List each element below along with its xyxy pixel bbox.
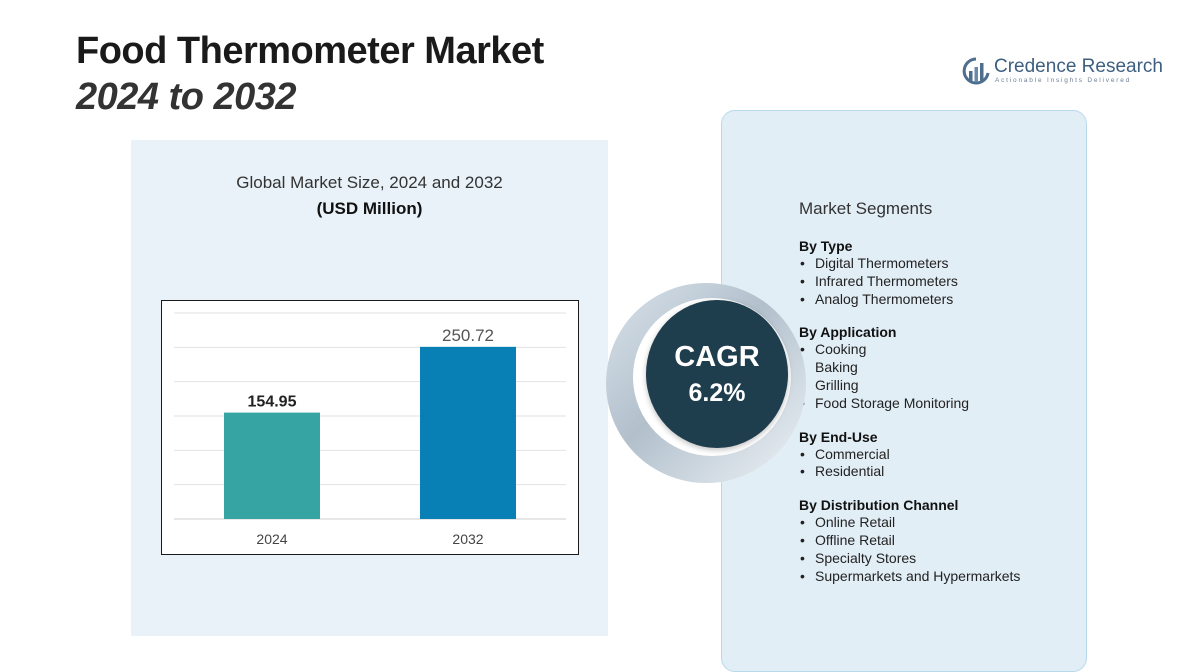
segment-list: Online RetailOffline RetailSpecialty Sto… bbox=[799, 514, 1079, 585]
logo-tagline: Actionable Insights Delivered bbox=[995, 77, 1132, 84]
segment-list: CommercialResidential bbox=[799, 446, 1079, 482]
chart-title: Global Market Size, 2024 and 2032 bbox=[236, 173, 503, 192]
segment-item: Supermarkets and Hypermarkets bbox=[799, 568, 1079, 586]
chart-unit-label: (USD Million) bbox=[316, 199, 423, 218]
segment-item: Commercial bbox=[799, 446, 1079, 464]
segment-group-title: By Type bbox=[799, 238, 853, 254]
logo-mark-icon bbox=[962, 57, 990, 85]
cagr-value: 6.2% bbox=[688, 379, 746, 407]
segment-group-title: By Application bbox=[799, 324, 897, 341]
bar-2024 bbox=[224, 412, 320, 519]
bar-chart: 154.95 2024 250.72 2032 bbox=[161, 300, 579, 555]
x-tick-label: 2032 bbox=[452, 531, 483, 547]
segments-heading: Market Segments bbox=[799, 199, 933, 218]
cagr-label: CAGR bbox=[674, 341, 760, 373]
segment-groups: By TypeDigital ThermometersInfrared Ther… bbox=[799, 237, 1079, 585]
page-subtitle: 2024 to 2032 bbox=[76, 76, 297, 118]
data-label-2032: 250.72 bbox=[442, 326, 494, 345]
logo-name: Credence Research bbox=[994, 56, 1163, 77]
segment-group: By ApplicationCookingBakingGrillingFood … bbox=[799, 323, 1079, 412]
page-title: Food Thermometer Market bbox=[76, 30, 544, 72]
segment-item: Infrared Thermometers bbox=[799, 273, 1079, 291]
segment-item: Food Storage Monitoring bbox=[799, 395, 1079, 413]
data-label-2024: 154.95 bbox=[248, 394, 297, 411]
chart-panel: Global Market Size, 2024 and 2032 (USD M… bbox=[131, 140, 608, 636]
segment-list: CookingBakingGrillingFood Storage Monito… bbox=[799, 341, 1079, 412]
segment-item: Cooking bbox=[799, 341, 1079, 359]
segment-item: Residential bbox=[799, 463, 1079, 481]
segment-item: Grilling bbox=[799, 377, 1079, 395]
bar-chart-svg: 154.95 2024 250.72 2032 bbox=[174, 312, 566, 547]
bar-2032 bbox=[420, 346, 516, 519]
segment-list: Digital ThermometersInfrared Thermometer… bbox=[799, 255, 1079, 308]
x-tick-label: 2024 bbox=[256, 531, 287, 547]
segment-item: Specialty Stores bbox=[799, 550, 1079, 568]
segment-group: By End-UseCommercialResidential bbox=[799, 428, 1079, 482]
segment-item: Digital Thermometers bbox=[799, 255, 1079, 273]
segment-item: Online Retail bbox=[799, 514, 1079, 532]
brand-logo: Credence Research Actionable Insights De… bbox=[962, 55, 1163, 89]
segment-group-title: By Distribution Channel bbox=[799, 497, 959, 514]
segment-group: By Distribution ChannelOnline RetailOffl… bbox=[799, 496, 1079, 585]
segment-group: By TypeDigital ThermometersInfrared Ther… bbox=[799, 237, 1079, 308]
cagr-badge bbox=[646, 300, 788, 448]
segment-item: Offline Retail bbox=[799, 532, 1079, 550]
segment-item: Baking bbox=[799, 359, 1079, 377]
segment-item: Analog Thermometers bbox=[799, 291, 1079, 309]
segment-group-title: By End-Use bbox=[799, 428, 878, 445]
